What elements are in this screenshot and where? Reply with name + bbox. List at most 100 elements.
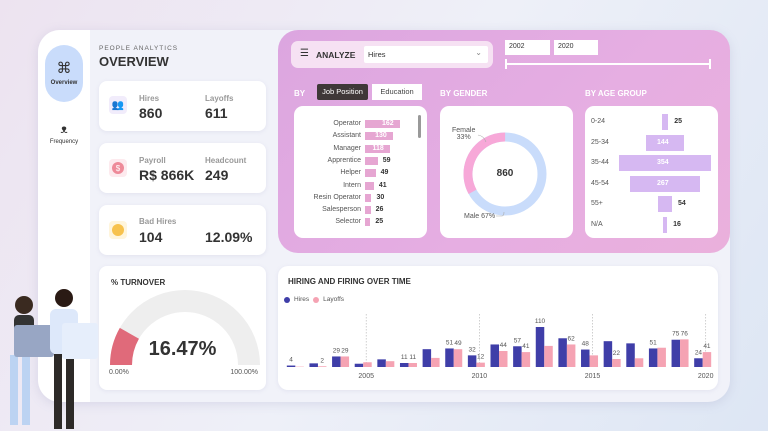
hires-bar xyxy=(603,341,613,367)
job-bar[interactable] xyxy=(365,218,371,227)
turnover-title: % TURNOVER xyxy=(111,278,166,287)
hires-bar xyxy=(422,349,432,367)
kpi-card-bad-hires: Bad Hires 104 12.09% xyxy=(99,205,266,255)
hires-bar xyxy=(354,363,364,367)
age-label: N/A xyxy=(591,220,603,228)
bar-data-label: 4 xyxy=(289,357,293,364)
job-label: Manager xyxy=(333,144,361,152)
job-bar[interactable] xyxy=(365,169,376,178)
layoffs-bar xyxy=(589,355,599,367)
timeline-card: HIRING AND FIRING OVER TIME Hires Layoff… xyxy=(278,266,718,390)
job-bar[interactable] xyxy=(365,144,391,153)
layoffs-bar xyxy=(657,347,666,367)
age-bar[interactable] xyxy=(630,175,700,192)
age-bar[interactable] xyxy=(646,134,684,151)
hires-label: Hires xyxy=(139,94,160,103)
job-label: Helper xyxy=(340,169,361,177)
hires-bar xyxy=(490,344,499,367)
page-title: OVERVIEW xyxy=(99,54,169,69)
tab-job-position[interactable]: Job Position xyxy=(317,84,368,100)
analyze-label: ANALYZE xyxy=(316,50,356,60)
sad-face-icon xyxy=(109,221,127,239)
layoffs-label: Layoffs xyxy=(205,94,234,103)
bar-data-label: 75 xyxy=(672,331,680,338)
layoffs-bar xyxy=(612,359,621,367)
x-tick-label: 2010 xyxy=(472,373,488,380)
layoffs-bar xyxy=(385,361,395,367)
page-subtitle: PEOPLE ANALYTICS xyxy=(99,45,179,52)
age-bar[interactable] xyxy=(662,216,668,233)
people-coins-icon: ᴥ xyxy=(60,122,68,136)
gender-total: 860 xyxy=(496,168,514,179)
female-pct: 33% xyxy=(456,134,471,141)
bar-data-label: 49 xyxy=(454,340,462,347)
hires-bar xyxy=(332,356,341,367)
job-label: Intern xyxy=(343,181,361,189)
payroll-label: Payroll xyxy=(139,156,166,165)
job-value: 130 xyxy=(375,132,387,140)
job-bar[interactable] xyxy=(365,193,372,202)
job-value: 49 xyxy=(380,169,389,177)
payroll-value: R$ 866K xyxy=(139,167,195,183)
gender-title: BY GENDER xyxy=(440,89,488,98)
year-from-input[interactable]: 2002 xyxy=(505,40,550,55)
job-label: Selector xyxy=(335,218,361,226)
bar-data-label: 51 xyxy=(650,339,658,346)
age-value: 16 xyxy=(673,220,681,228)
hires-bar xyxy=(445,348,454,367)
bar-data-label: 110 xyxy=(535,318,546,325)
age-bar[interactable] xyxy=(657,196,672,212)
layoffs-bar xyxy=(476,362,485,367)
age-bar[interactable] xyxy=(661,114,669,130)
job-value: 41 xyxy=(378,181,387,189)
job-bar[interactable] xyxy=(365,156,378,165)
nav-frequency[interactable]: ᴥ Frequency xyxy=(45,122,83,145)
layoffs-bar xyxy=(499,351,508,367)
chart-legend: Hires Layoffs xyxy=(284,296,344,303)
year-to-input[interactable]: 2020 xyxy=(554,40,598,55)
layoffs-bar xyxy=(431,357,440,367)
bar-data-label: 41 xyxy=(703,343,711,350)
analyze-dropdown-value: Hires xyxy=(368,50,386,59)
job-label: Assistant xyxy=(332,132,361,140)
analyze-dropdown[interactable]: Hires ⌄ xyxy=(364,46,488,63)
age-title: BY AGE GROUP xyxy=(585,89,647,98)
legend-layoffs: Layoffs xyxy=(323,296,345,303)
job-value: 25 xyxy=(375,218,384,226)
bar-data-label: 41 xyxy=(522,343,530,350)
job-bar[interactable] xyxy=(365,132,394,141)
nav-overview[interactable]: ⌘ Overview xyxy=(45,45,83,102)
age-label: 55+ xyxy=(591,200,603,207)
year-slider-track[interactable] xyxy=(506,63,711,65)
by-label: BY xyxy=(294,89,306,98)
job-bar[interactable] xyxy=(365,120,400,128)
gender-panel: Female 33% Male 67% 860 xyxy=(440,106,573,238)
x-tick-label: 2015 xyxy=(585,373,601,380)
tab-education[interactable]: Education xyxy=(372,84,422,100)
people-illustration xyxy=(10,289,98,429)
turnover-gauge xyxy=(110,290,260,366)
scrollbar[interactable] xyxy=(418,115,421,138)
female-label-text: Female xyxy=(452,127,476,134)
layoffs-bar xyxy=(680,339,689,367)
job-bar[interactable] xyxy=(365,181,374,190)
hires-bar xyxy=(377,359,386,367)
age-value: 267 xyxy=(657,179,669,187)
gauge-fill xyxy=(110,327,140,366)
kpi-card-hires: 👥 Hires 860 Layoffs 611 xyxy=(99,81,266,131)
year-slider-start-handle[interactable] xyxy=(505,59,507,69)
age-bar[interactable] xyxy=(619,155,711,171)
bar-data-label: 62 xyxy=(568,335,576,342)
year-slider-end-handle[interactable] xyxy=(709,59,711,69)
age-label: 35-44 xyxy=(591,159,609,166)
job-value: 59 xyxy=(382,156,391,164)
layoffs-bar xyxy=(453,349,463,367)
headcount-label: Headcount xyxy=(205,156,247,165)
job-bar[interactable] xyxy=(365,206,371,215)
hires-bar xyxy=(309,363,318,367)
bar-data-label: 51 xyxy=(446,339,454,346)
hires-bar xyxy=(399,363,409,367)
bad-hires-label: Bad Hires xyxy=(139,217,177,226)
chevron-down-icon: ⌄ xyxy=(475,48,482,57)
layoffs-bar xyxy=(544,345,553,367)
